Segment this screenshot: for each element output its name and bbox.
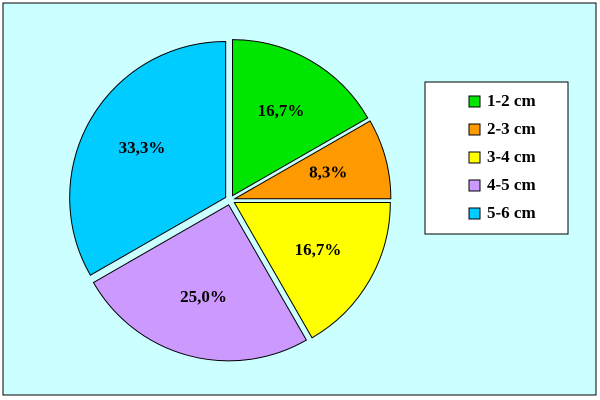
data-label: 8,3%: [309, 163, 347, 182]
legend-swatch: [468, 95, 481, 108]
legend-swatch: [468, 123, 481, 136]
legend-swatch: [468, 207, 481, 220]
pie-slice: [232, 120, 392, 200]
legend-swatch: [468, 179, 481, 192]
pie-slice: [92, 204, 308, 362]
data-label: 25,0%: [180, 287, 227, 306]
pie-slice: [69, 40, 227, 276]
data-label: 33,3%: [119, 138, 166, 157]
legend-label: 2-3 cm: [487, 119, 536, 138]
legend-label: 3-4 cm: [487, 147, 536, 166]
legend-label: 4-5 cm: [487, 175, 536, 194]
legend-box: [424, 81, 569, 235]
data-label: 16,7%: [258, 101, 305, 120]
legend-label: 5-6 cm: [487, 203, 536, 222]
pie-slice: [232, 39, 369, 197]
pie-slice: [233, 202, 391, 339]
legend-label: 1-2 cm: [487, 91, 536, 110]
legend-swatch: [468, 151, 481, 164]
data-label: 16,7%: [295, 240, 342, 259]
